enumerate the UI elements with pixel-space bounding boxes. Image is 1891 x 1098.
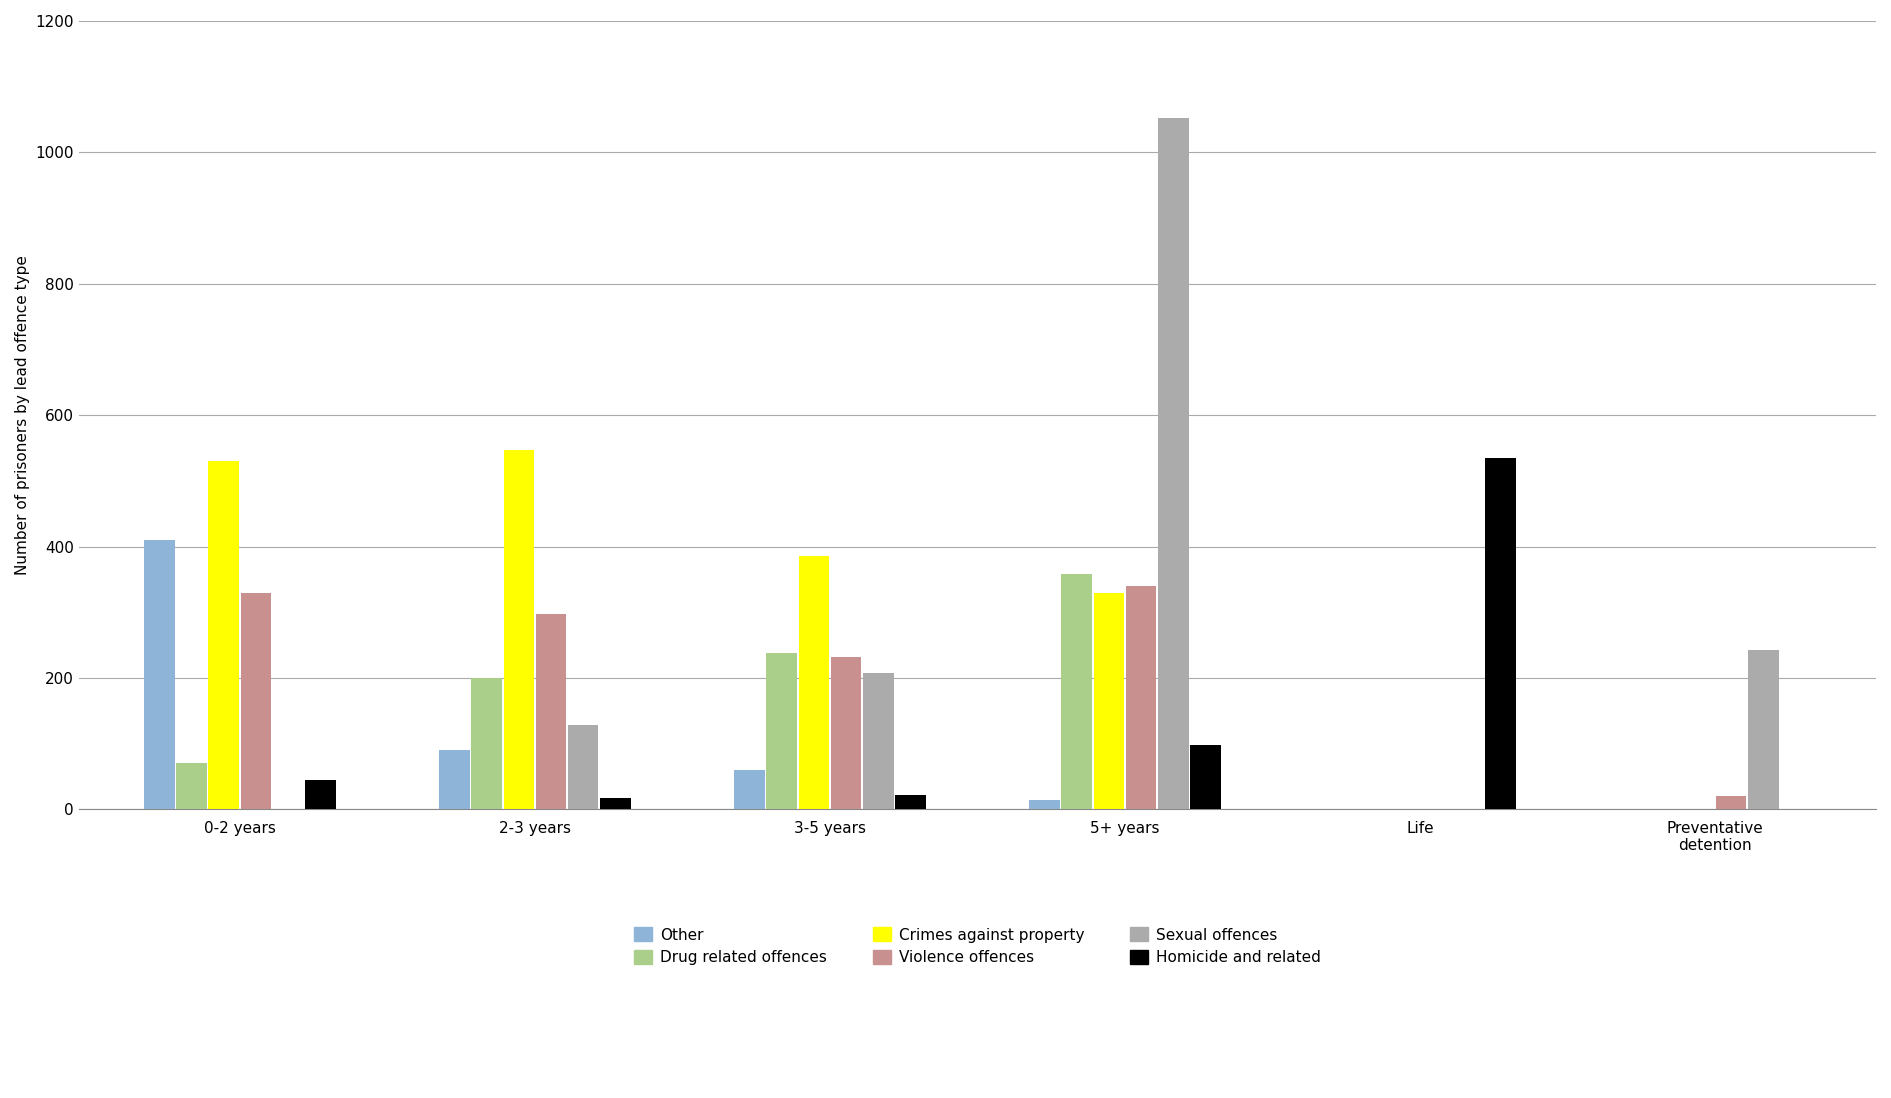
Bar (599, 797, 630, 809)
Bar (734, 770, 764, 809)
Y-axis label: Number of prisoners by lead offence type: Number of prisoners by lead offence type (15, 255, 30, 575)
Bar (798, 557, 828, 809)
Bar (830, 657, 860, 809)
Bar (471, 679, 501, 809)
Bar (176, 763, 206, 809)
Bar (503, 450, 533, 809)
Bar (304, 780, 335, 809)
Bar (1189, 746, 1222, 809)
Bar (1715, 796, 1747, 809)
Bar (1061, 574, 1091, 809)
Bar (1029, 799, 1059, 809)
Bar (535, 614, 565, 809)
Bar (766, 653, 796, 809)
Bar (862, 673, 894, 809)
Bar (894, 795, 927, 809)
Bar (1747, 650, 1779, 809)
Bar (240, 593, 270, 809)
Bar (1093, 593, 1123, 809)
Bar (208, 461, 238, 809)
Legend: Other, Drug related offences, Crimes against property, Violence offences, Sexual: Other, Drug related offences, Crimes aga… (633, 928, 1322, 965)
Bar (144, 540, 174, 809)
Bar (1484, 458, 1517, 809)
Bar (567, 726, 598, 809)
Bar (1125, 586, 1157, 809)
Bar (1157, 117, 1189, 809)
Bar (439, 750, 469, 809)
